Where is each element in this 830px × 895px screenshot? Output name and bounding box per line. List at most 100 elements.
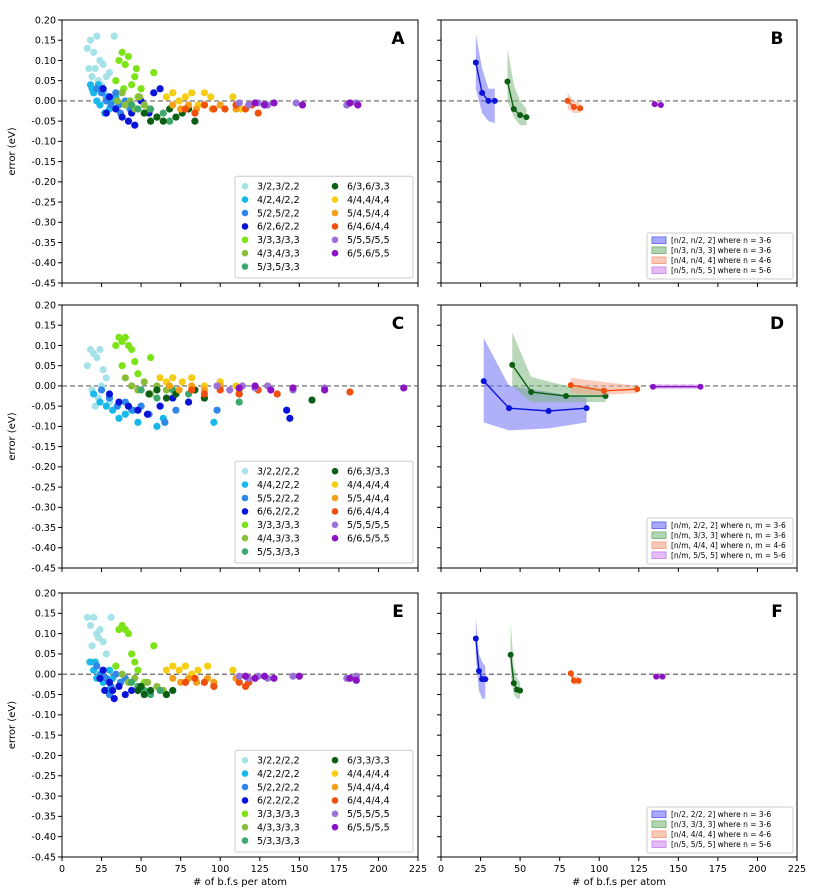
series-6/2,2/2,2 [96, 666, 136, 703]
data-point [112, 77, 120, 85]
legend-marker [241, 837, 249, 844]
x-tick-label: 50 [135, 864, 147, 875]
data-point [188, 89, 196, 97]
data-point [562, 393, 569, 400]
series-[n/2, n/2, 2] where n = 3-6 [472, 34, 498, 124]
legend-label: 6/5,6/5,5 [347, 249, 390, 260]
x-tick-label: 225 [409, 864, 427, 875]
data-point [112, 341, 120, 350]
legend-label: [n/5, 5/5, 5] where n = 5-6 [671, 840, 771, 849]
data-point [191, 117, 199, 125]
y-tick-label: -0.30 [31, 218, 56, 229]
data-point [143, 410, 152, 418]
data-point [83, 44, 91, 52]
data-point [99, 366, 107, 374]
legend-label: [n/5, n/5, 5] where n = 5-6 [671, 266, 771, 275]
data-point [175, 97, 183, 105]
x-tick-label: 0 [59, 864, 65, 875]
legend-label: 5/3,3/3,3 [257, 836, 300, 847]
legend-entry: 4/3,3/3,3 [241, 823, 300, 834]
legend-marker [331, 521, 339, 529]
data-point [135, 93, 144, 101]
data-point [523, 114, 530, 121]
legend-entry: 5/5,3/3,3 [241, 547, 300, 558]
data-point [510, 680, 517, 687]
data-point [191, 109, 199, 117]
legend-label: 4/4,3/3,3 [257, 534, 300, 545]
data-point [162, 666, 171, 674]
data-point [241, 672, 250, 680]
panel-B: [n/2, n/2, 2] where n = 3-6[n/3, n/3, 3]… [437, 19, 798, 287]
legend-label: [n/4, n/4, 4] where n = 4-6 [671, 256, 771, 265]
legend-marker [241, 196, 249, 203]
data-point [124, 402, 133, 410]
data-point [352, 676, 360, 684]
legend-marker [241, 182, 249, 190]
legend-label: 4/3,3/3,3 [257, 823, 300, 834]
data-point [86, 621, 95, 630]
panel-F: 0 25 50 75 100 125 150 175 200 225 # of b.f.s per … [437, 592, 806, 888]
data-point [90, 613, 98, 621]
legend-marker [241, 494, 249, 502]
panel-label: A [391, 29, 405, 49]
data-point [567, 670, 574, 677]
x-tick-label: 175 [709, 864, 727, 875]
legend-marker [331, 209, 339, 217]
legend-label: 6/3,6/3,3 [347, 182, 390, 193]
data-point [270, 674, 278, 682]
data-point [210, 682, 218, 691]
y-tick-label: -0.15 [31, 442, 56, 453]
legend-entry: [n/5, n/5, 5] where n = 5-6 [651, 266, 771, 275]
data-point [156, 686, 164, 695]
legend-entry: 6/3,3/3,3 [331, 756, 390, 767]
data-point [99, 638, 107, 646]
legend-entry: 5/5,2/2,2 [241, 493, 300, 504]
data-point [235, 672, 243, 680]
legend: [n/2, n/2, 2] where n = 3-6[n/3, n/3, 3]… [646, 232, 794, 280]
data-point [93, 662, 101, 670]
data-point [118, 362, 126, 370]
x-axis-label: # of b.f.s per atom [572, 877, 666, 888]
legend-marker [331, 249, 339, 257]
data-point [96, 101, 104, 109]
data-point [107, 613, 115, 621]
legend-marker [241, 548, 249, 555]
legend-entry: 6/6,3/3,3 [331, 467, 390, 478]
data-point [260, 101, 269, 109]
error-band [507, 48, 527, 126]
legend-marker [241, 823, 249, 831]
series-6/5,6/5,5 [251, 99, 362, 109]
x-tick-label: 125 [630, 864, 648, 875]
legend-label: 5/5,4/4,4 [347, 493, 390, 504]
y-tick-label: 0.00 [35, 381, 56, 392]
data-point [575, 677, 582, 684]
x-axis-label: # of b.f.s per atom [193, 877, 287, 888]
legend-label: 5/4,5/4,4 [347, 208, 390, 219]
data-point [169, 662, 177, 670]
data-point [270, 99, 278, 107]
series-6/3,6/3,3 [140, 105, 199, 125]
data-point [140, 690, 148, 699]
series-line [511, 364, 606, 397]
data-point [169, 101, 177, 109]
legend-label: 3/3,3/3,3 [257, 520, 300, 531]
legend-label: 4/2,4/2,2 [257, 195, 300, 206]
legend-label: [n/2, 2/2, 2] where n = 3-6 [671, 810, 771, 819]
data-point [131, 358, 139, 366]
data-point [145, 390, 153, 398]
data-point [251, 674, 259, 682]
data-point [545, 408, 552, 415]
legend-label: 5/4,4/4,4 [347, 782, 390, 793]
data-point [213, 406, 221, 414]
data-point [156, 402, 164, 410]
data-point [346, 99, 354, 107]
data-point [115, 398, 123, 406]
data-point [90, 48, 98, 56]
series-line [506, 81, 527, 118]
legend-label: 6/6,4/4,4 [347, 507, 390, 518]
data-point [93, 32, 101, 40]
data-point [134, 370, 142, 378]
data-point [105, 93, 114, 101]
panel-label: D [770, 314, 784, 334]
legend-entry: 4/2,2/2,2 [241, 769, 300, 780]
